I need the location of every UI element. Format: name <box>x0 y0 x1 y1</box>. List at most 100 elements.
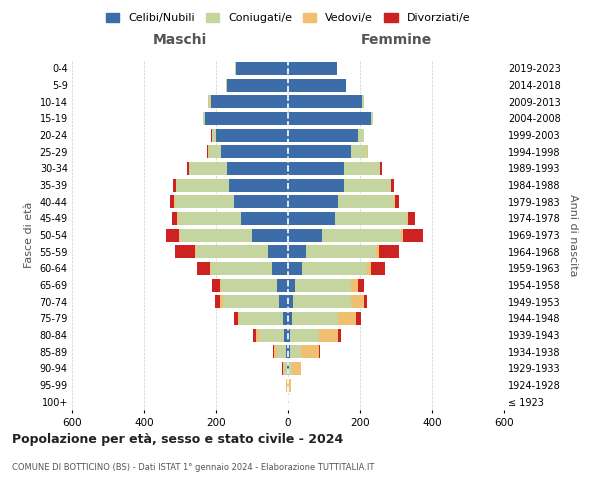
Bar <box>288 78 346 92</box>
Bar <box>211 128 212 141</box>
Bar <box>322 228 401 241</box>
Bar <box>358 128 364 141</box>
Bar <box>236 62 288 75</box>
Bar <box>358 278 364 291</box>
Bar <box>338 312 356 325</box>
Bar <box>288 295 293 308</box>
Bar <box>288 162 344 175</box>
Bar <box>290 328 319 342</box>
Bar <box>172 212 178 225</box>
Bar <box>362 95 364 108</box>
Bar <box>283 362 284 375</box>
Bar <box>209 262 211 275</box>
Bar <box>252 228 288 241</box>
Bar <box>288 262 302 275</box>
Bar <box>279 295 288 308</box>
Bar <box>287 362 288 375</box>
Bar <box>351 145 367 158</box>
Bar <box>259 328 284 342</box>
Bar <box>238 312 239 325</box>
Bar <box>273 345 274 358</box>
Bar <box>203 112 205 125</box>
Text: Maschi: Maschi <box>153 32 207 46</box>
Bar <box>344 178 391 192</box>
Bar <box>371 262 385 275</box>
Bar <box>289 378 291 392</box>
Bar <box>306 245 376 258</box>
Bar <box>319 328 338 342</box>
Bar <box>209 145 221 158</box>
Bar <box>356 312 361 325</box>
Bar <box>394 195 395 208</box>
Bar <box>205 112 288 125</box>
Bar <box>284 328 288 342</box>
Bar <box>288 145 351 158</box>
Y-axis label: Anni di nascita: Anni di nascita <box>568 194 578 276</box>
Bar <box>288 345 290 358</box>
Bar <box>212 278 220 291</box>
Bar <box>195 245 196 258</box>
Bar <box>338 195 394 208</box>
Bar <box>277 278 288 291</box>
Bar <box>239 312 283 325</box>
Bar <box>221 278 277 291</box>
Bar <box>367 262 371 275</box>
Bar <box>380 162 382 175</box>
Bar <box>288 95 362 108</box>
Legend: Celibi/Nubili, Coniugati/e, Vedovi/e, Divorziati/e: Celibi/Nubili, Coniugati/e, Vedovi/e, Di… <box>101 8 475 28</box>
Bar <box>288 312 292 325</box>
Bar <box>227 78 288 92</box>
Bar <box>401 228 403 241</box>
Bar <box>364 295 367 308</box>
Bar <box>292 312 338 325</box>
Bar <box>221 145 288 158</box>
Bar <box>220 295 223 308</box>
Bar <box>211 262 272 275</box>
Text: COMUNE DI BOTTICINO (BS) - Dati ISTAT 1° gennaio 2024 - Elaborazione TUTTITALIA.: COMUNE DI BOTTICINO (BS) - Dati ISTAT 1°… <box>12 462 374 471</box>
Bar <box>293 295 351 308</box>
Bar <box>241 212 288 225</box>
Bar <box>215 295 220 308</box>
Bar <box>288 212 335 225</box>
Bar <box>288 178 344 192</box>
Bar <box>274 345 277 358</box>
Bar <box>286 345 288 358</box>
Bar <box>211 95 288 108</box>
Bar <box>176 178 229 192</box>
Text: Femmine: Femmine <box>361 32 431 46</box>
Bar <box>288 62 337 75</box>
Bar <box>395 195 399 208</box>
Bar <box>197 262 209 275</box>
Bar <box>351 295 364 308</box>
Bar <box>338 328 341 342</box>
Bar <box>284 362 287 375</box>
Bar <box>226 78 227 92</box>
Bar <box>179 228 180 241</box>
Bar <box>403 228 423 241</box>
Bar <box>175 245 195 258</box>
Bar <box>302 262 367 275</box>
Bar <box>277 345 286 358</box>
Bar <box>212 128 216 141</box>
Bar <box>166 228 179 241</box>
Bar <box>178 212 241 225</box>
Bar <box>196 245 268 258</box>
Bar <box>227 162 288 175</box>
Bar <box>268 245 288 258</box>
Bar <box>344 162 380 175</box>
Bar <box>189 162 227 175</box>
Bar <box>288 195 338 208</box>
Bar <box>229 178 288 192</box>
Bar <box>187 162 188 175</box>
Bar <box>288 245 306 258</box>
Bar <box>272 262 288 275</box>
Bar <box>288 112 371 125</box>
Bar <box>407 212 408 225</box>
Bar <box>335 212 407 225</box>
Bar <box>170 195 174 208</box>
Bar <box>180 228 252 241</box>
Bar <box>223 295 279 308</box>
Y-axis label: Fasce di età: Fasce di età <box>24 202 34 268</box>
Bar <box>295 278 351 291</box>
Bar <box>351 278 358 291</box>
